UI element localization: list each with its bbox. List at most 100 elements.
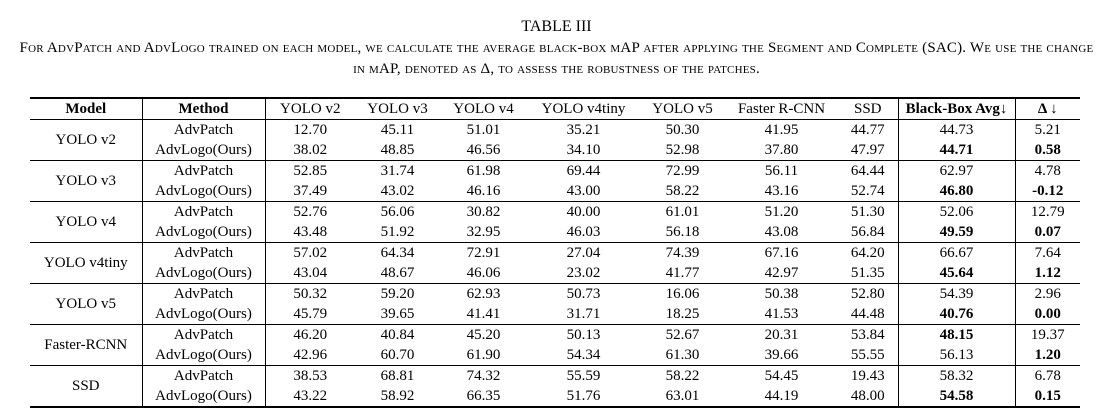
value-cell: 41.95 [764, 121, 799, 138]
value-cell: 46.56 [466, 141, 501, 158]
value-cell: 50.73 [566, 285, 601, 302]
value-cell: 43.48 [293, 223, 328, 240]
value-cell: 51.01 [466, 121, 501, 138]
value-cell: 54.39 [898, 283, 1016, 304]
value-cell: 48.00 [838, 386, 899, 407]
value-cell: -0.12 [1032, 182, 1064, 199]
value-cell: 52.85 [293, 162, 328, 179]
value-cell: 56.11 [764, 162, 799, 179]
value-cell: 41.77 [665, 264, 700, 281]
value-cell: 61.30 [665, 346, 700, 363]
value-cell: 52.76 [293, 203, 328, 220]
value-cell: 37.80 [764, 141, 799, 158]
value-cell: 63.01 [665, 387, 700, 404]
results-table: Model Method YOLO v2 YOLO v3 YOLO v4 YOLO v4t… [30, 97, 1080, 408]
model-cell: Faster-RCNN [30, 324, 143, 366]
table-row: AdvLogo(Ours) 38.02 48.85 46.56 34.10 52.98 37… [30, 140, 1080, 161]
model-cell: YOLO v2 [30, 119, 143, 161]
value-cell: 48.67 [380, 264, 415, 281]
value-cell: 41.53 [764, 305, 799, 322]
value-cell: 44.19 [764, 387, 799, 404]
value-cell: 58.92 [380, 387, 415, 404]
value-cell: 58.22 [665, 367, 700, 384]
model-cell: SSD [30, 365, 143, 407]
value-cell: 72.91 [466, 244, 501, 261]
method-cell: AdvPatch [142, 119, 266, 140]
value-cell: 64.44 [838, 160, 899, 181]
value-cell: 53.84 [838, 324, 899, 345]
method-cell: AdvLogo(Ours) [142, 263, 266, 284]
value-cell: 44.77 [838, 119, 899, 140]
value-cell: 64.34 [380, 244, 415, 261]
value-cell: 56.84 [838, 222, 899, 243]
value-cell: 31.71 [566, 305, 601, 322]
value-cell: 60.70 [380, 346, 415, 363]
value-cell: 34.10 [566, 141, 601, 158]
value-cell: 42.96 [293, 346, 328, 363]
value-cell: 47.97 [838, 140, 899, 161]
value-cell: 74.32 [466, 367, 501, 384]
table-row: SSD AdvPatch 38.53 68.81 74.32 55.59 58.22 54.4… [30, 365, 1080, 407]
value-cell: 0.00 [1034, 305, 1061, 322]
value-cell: 55.59 [566, 367, 601, 384]
column-header: YOLO v4tiny [541, 100, 626, 117]
value-cell: 67.16 [764, 244, 799, 261]
value-cell: 1.12 [1034, 264, 1061, 281]
value-cell: 54.58 [898, 386, 1016, 407]
value-cell: 38.02 [293, 141, 328, 158]
method-cell: AdvPatch [142, 283, 266, 304]
value-cell: 64.20 [838, 242, 899, 263]
column-header: YOLO v4 [453, 100, 514, 117]
column-header: Faster R-CNN [737, 100, 826, 117]
model-cell: YOLO v3 [30, 160, 143, 202]
value-cell: 43.16 [764, 182, 799, 199]
value-cell: 37.49 [293, 182, 328, 199]
value-cell: 56.18 [665, 223, 700, 240]
method-cell: AdvPatch [142, 365, 266, 386]
value-cell: 56.06 [380, 203, 415, 220]
value-cell: 54.34 [566, 346, 601, 363]
value-cell: 52.06 [898, 201, 1016, 222]
value-cell: 46.80 [898, 181, 1016, 202]
value-cell: 40.84 [380, 326, 415, 343]
method-cell: AdvPatch [142, 160, 266, 181]
value-cell: 52.67 [665, 326, 700, 343]
value-cell: 40.00 [566, 203, 601, 220]
value-cell: 66.67 [898, 242, 1016, 263]
value-cell: 39.66 [764, 346, 799, 363]
value-cell: 52.98 [665, 141, 700, 158]
value-cell: 68.81 [380, 367, 415, 384]
method-cell: AdvPatch [142, 201, 266, 222]
table-row: AdvLogo(Ours) 42.96 60.70 61.90 54.34 61.30 39… [30, 345, 1080, 366]
value-cell: 72.99 [665, 162, 700, 179]
value-cell: 54.45 [764, 367, 799, 384]
value-cell: 51.30 [838, 201, 899, 222]
value-cell: 51.20 [764, 203, 799, 220]
header-row: Model Method YOLO v2 YOLO v3 YOLO v4 YOLO v4t… [30, 98, 1080, 120]
method-cell: AdvPatch [142, 324, 266, 345]
table-row: AdvLogo(Ours) 43.22 58.92 66.35 51.76 63.01 44… [30, 386, 1080, 407]
value-cell: 45.64 [898, 263, 1016, 284]
column-header: YOLO v3 [367, 100, 428, 117]
value-cell: 57.02 [293, 244, 328, 261]
table-row: Faster-RCNN AdvPatch 46.20 40.84 45.20 50.13 5… [30, 324, 1080, 366]
value-cell: 12.79 [1030, 203, 1065, 220]
table-row: YOLO v5 AdvPatch 50.32 59.20 62.93 50.73 16.06… [30, 283, 1080, 325]
column-header: SSD [838, 98, 899, 120]
value-cell: 45.79 [293, 305, 328, 322]
value-cell: 49.59 [898, 222, 1016, 243]
value-cell: 52.74 [838, 181, 899, 202]
model-cell: YOLO v5 [30, 283, 143, 325]
value-cell: 50.32 [293, 285, 328, 302]
model-group: YOLO v3 AdvPatch 52.85 31.74 61.98 69.44 72.99… [30, 160, 1080, 202]
table-row: AdvLogo(Ours) 37.49 43.02 46.16 43.00 58.22 43… [30, 181, 1080, 202]
value-cell: 50.38 [764, 285, 799, 302]
value-cell: 38.53 [293, 367, 328, 384]
value-cell: 7.64 [1034, 244, 1061, 261]
value-cell: 20.31 [764, 326, 799, 343]
value-cell: 43.04 [293, 264, 328, 281]
method-cell: AdvLogo(Ours) [142, 304, 266, 325]
value-cell: 18.25 [665, 305, 700, 322]
value-cell: 43.00 [566, 182, 601, 199]
